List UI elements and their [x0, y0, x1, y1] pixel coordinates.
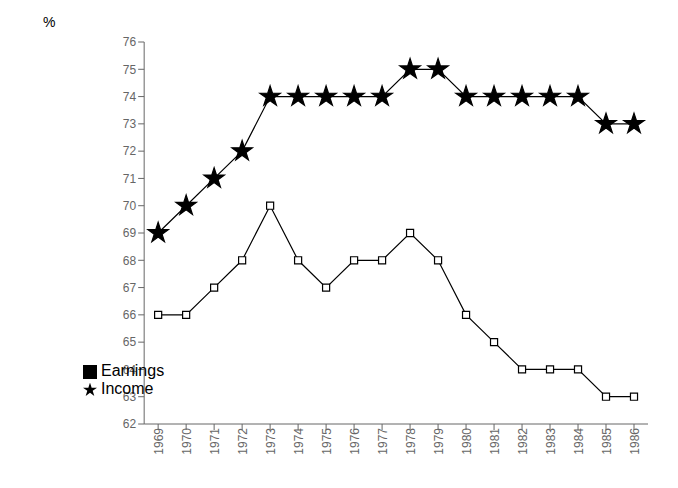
- svg-text:1983: 1983: [544, 428, 558, 455]
- svg-text:1986: 1986: [628, 428, 642, 455]
- svg-text:63: 63: [123, 390, 137, 404]
- svg-text:1970: 1970: [180, 428, 194, 455]
- svg-text:1976: 1976: [348, 428, 362, 455]
- svg-text:1984: 1984: [572, 428, 586, 455]
- svg-text:1973: 1973: [264, 428, 278, 455]
- svg-text:72: 72: [123, 144, 137, 158]
- svg-text:76: 76: [123, 35, 137, 49]
- svg-text:1979: 1979: [432, 428, 446, 455]
- svg-text:67: 67: [123, 281, 137, 295]
- svg-text:1982: 1982: [516, 428, 530, 455]
- svg-text:1972: 1972: [236, 428, 250, 455]
- svg-text:1969: 1969: [152, 428, 166, 455]
- svg-text:70: 70: [123, 199, 137, 213]
- svg-text:1975: 1975: [320, 428, 334, 455]
- svg-text:66: 66: [123, 308, 137, 322]
- svg-text:62: 62: [123, 417, 137, 431]
- svg-text:1978: 1978: [404, 428, 418, 455]
- svg-text:68: 68: [123, 254, 137, 268]
- svg-text:74: 74: [123, 90, 137, 104]
- svg-text:69: 69: [123, 226, 137, 240]
- svg-text:75: 75: [123, 63, 137, 77]
- svg-text:1985: 1985: [600, 428, 614, 455]
- svg-text:65: 65: [123, 335, 137, 349]
- svg-text:1971: 1971: [208, 428, 222, 455]
- svg-text:71: 71: [123, 172, 137, 186]
- svg-text:73: 73: [123, 117, 137, 131]
- svg-text:1981: 1981: [488, 428, 502, 455]
- svg-text:1977: 1977: [376, 428, 390, 455]
- svg-text:1974: 1974: [292, 428, 306, 455]
- svg-text:1980: 1980: [460, 428, 474, 455]
- svg-text:64: 64: [123, 363, 137, 377]
